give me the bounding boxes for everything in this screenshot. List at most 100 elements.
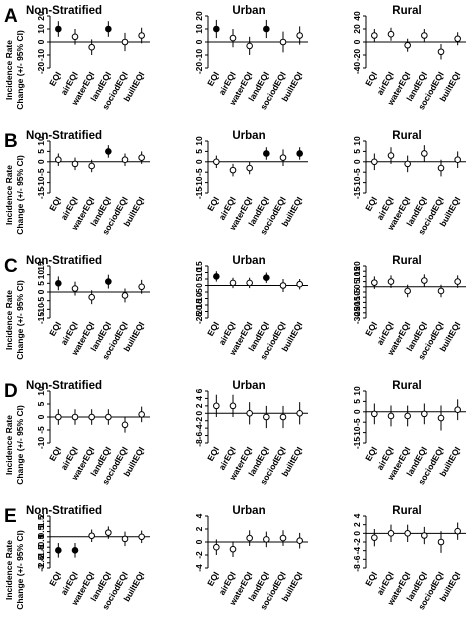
point-waterEQI	[404, 530, 411, 537]
y-tick-label: -5	[352, 418, 362, 426]
y-tick-label: 1.5	[36, 515, 46, 527]
panel-B-rural: Rural1050-5-10-15EQIairEQIwaterEQIlandEQ…	[352, 130, 466, 236]
point-EQI	[213, 158, 220, 166]
point-airEQI	[387, 30, 395, 38]
panel-letter: A	[4, 6, 18, 27]
y-tick-label: 0	[194, 283, 204, 288]
y-tick-label: -15	[352, 437, 362, 450]
point-waterEQI	[246, 42, 253, 50]
point-landEQI	[105, 278, 112, 285]
y-tick-label: -15	[352, 187, 362, 200]
point-landEQI	[421, 532, 428, 539]
y-axis-label-line2: Change (+/- 95% CI)	[15, 30, 25, 110]
point-airEQI	[71, 413, 79, 421]
point-builtEQI	[454, 35, 461, 43]
point-builtEQI	[296, 537, 303, 545]
y-tick-label: 10	[352, 271, 362, 281]
point-landEQI	[263, 274, 270, 282]
point-airEQI	[71, 547, 79, 554]
y-tick-label: -20	[36, 62, 46, 75]
y-tick-label: -10	[36, 303, 46, 316]
point-builtEQI	[138, 411, 145, 418]
point-waterEQI	[88, 532, 95, 540]
y-tick-label: 5	[352, 399, 362, 404]
panel-D-urban: Urban6420-2-4-6-8EQIairEQIwaterEQIlandEQ…	[194, 380, 308, 486]
y-tick-label: 0	[36, 414, 46, 419]
point-EQI	[55, 280, 62, 287]
point-landEQI	[421, 277, 428, 284]
panel-title: Rural	[392, 255, 421, 267]
panel-letter: E	[4, 506, 17, 527]
y-tick-label: 5	[36, 149, 46, 154]
point-waterEQI	[246, 534, 253, 542]
y-tick-label: -15	[194, 299, 204, 312]
y-tick-label: -10	[194, 292, 204, 305]
point-landEQI	[105, 413, 112, 421]
point-EQI	[371, 410, 378, 418]
point-builtEQI	[296, 32, 303, 39]
y-tick-label: -10	[194, 176, 204, 189]
point-airEQI	[387, 152, 395, 159]
y-tick-label: -5	[36, 168, 46, 176]
y-tick-label: -15	[36, 312, 46, 325]
point-waterEQI	[404, 41, 411, 49]
point-landEQI	[105, 25, 112, 33]
y-tick-label: 0	[36, 39, 46, 44]
point-builtEQI	[454, 156, 461, 164]
y-tick-label: 10	[352, 386, 362, 396]
point-airEQI	[229, 279, 237, 287]
y-tick-label: 15	[36, 261, 46, 271]
panel-title: Urban	[232, 505, 265, 517]
y-tick-label: 5	[36, 401, 46, 406]
point-sociodEQI	[121, 421, 129, 429]
point-waterEQI	[246, 409, 253, 417]
y-axis-label-line1: Incidence Rate	[4, 415, 14, 475]
point-sociodEQI	[279, 413, 287, 421]
y-tick-label: 2	[36, 513, 46, 518]
x-tick-label-EQI: EQI	[205, 195, 221, 213]
point-airEQI	[387, 278, 395, 285]
y-tick-label: -2.5	[36, 555, 46, 570]
y-tick-label: 10	[194, 24, 204, 34]
point-landEQI	[421, 410, 428, 418]
panel-title: Non-Stratified	[26, 5, 102, 17]
point-waterEQI	[88, 43, 95, 51]
y-tick-label: -15	[194, 187, 204, 200]
y-tick-label: -4	[194, 424, 204, 432]
point-EQI	[213, 543, 220, 551]
panel-title: Urban	[232, 380, 265, 392]
y-tick-label: 2	[194, 403, 204, 408]
y-axis-label-line2: Change (+/- 95% CI)	[15, 405, 25, 485]
y-tick-label: -10	[36, 437, 46, 450]
panel-E-rural: Rural420-2-4-6-8EQIairEQIwaterEQIlandEQI…	[352, 505, 466, 611]
panel-letter: D	[4, 381, 18, 402]
panel-E-non-stratified: Non-Stratified21.510.50-0.5-1-1.5-2-2.5-…	[4, 505, 150, 611]
y-tick-label: -5	[352, 168, 362, 176]
panel-title: Urban	[232, 5, 265, 17]
y-tick-label: -10	[352, 176, 362, 189]
point-sociodEQI	[121, 156, 129, 164]
y-tick-label: -30	[352, 312, 362, 325]
y-tick-label: 2	[194, 526, 204, 531]
point-sociodEQI	[121, 292, 129, 299]
y-tick-label: -25	[194, 312, 204, 325]
point-landEQI	[105, 148, 112, 155]
y-axis-label-line2: Change (+/- 95% CI)	[15, 155, 25, 235]
y-tick-label: 0.5	[36, 525, 46, 537]
y-tick-label: -5	[194, 168, 204, 176]
y-tick-label: 0	[36, 159, 46, 164]
point-airEQI	[229, 166, 237, 174]
y-tick-label: 4	[352, 513, 362, 518]
y-tick-label: 10	[352, 136, 362, 146]
point-airEQI	[71, 285, 79, 292]
y-tick-label: 0	[194, 159, 204, 164]
point-airEQI	[387, 412, 395, 420]
point-waterEQI	[88, 162, 95, 170]
point-builtEQI	[296, 150, 303, 157]
point-landEQI	[263, 25, 270, 33]
y-tick-label: 20	[352, 261, 362, 271]
y-tick-label: -1.5	[36, 545, 46, 560]
